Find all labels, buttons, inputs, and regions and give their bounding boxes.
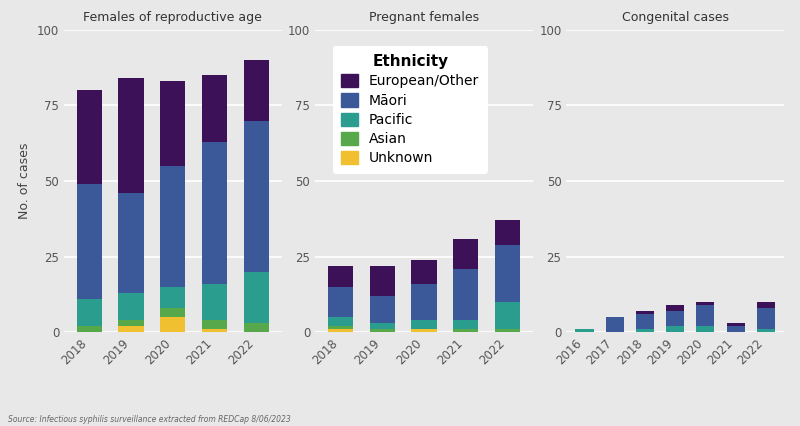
Bar: [160, 308, 186, 317]
Bar: [118, 320, 143, 326]
Bar: [202, 320, 227, 329]
Bar: [666, 326, 684, 332]
Bar: [202, 142, 227, 284]
Bar: [636, 329, 654, 332]
Bar: [244, 121, 269, 272]
Bar: [160, 166, 186, 287]
Bar: [244, 272, 269, 323]
Bar: [370, 266, 394, 296]
Bar: [118, 326, 143, 332]
Bar: [160, 287, 186, 308]
Bar: [696, 305, 714, 326]
Bar: [77, 299, 102, 326]
Bar: [454, 320, 478, 329]
Bar: [757, 302, 775, 308]
Bar: [454, 329, 478, 332]
Bar: [370, 296, 394, 323]
Title: Congenital cases: Congenital cases: [622, 12, 729, 24]
Bar: [328, 326, 353, 329]
Bar: [370, 323, 394, 329]
Bar: [495, 329, 520, 332]
Bar: [77, 90, 102, 184]
Bar: [726, 326, 745, 332]
Bar: [328, 287, 353, 317]
Text: Source: Infectious syphilis surveillance extracted from REDCap 8/06/2023: Source: Infectious syphilis surveillance…: [8, 415, 290, 424]
Bar: [202, 284, 227, 320]
Bar: [666, 305, 684, 311]
Title: Females of reproductive age: Females of reproductive age: [83, 12, 262, 24]
Bar: [757, 329, 775, 332]
Bar: [328, 329, 353, 332]
Legend: European/Other, Māori, Pacific, Asian, Unknown: European/Other, Māori, Pacific, Asian, U…: [333, 46, 488, 174]
Bar: [328, 317, 353, 326]
Bar: [77, 326, 102, 332]
Bar: [202, 329, 227, 332]
Bar: [757, 308, 775, 329]
Bar: [244, 60, 269, 121]
Bar: [411, 320, 437, 329]
Bar: [244, 323, 269, 332]
Title: Pregnant females: Pregnant females: [369, 12, 479, 24]
Bar: [328, 266, 353, 287]
Bar: [636, 314, 654, 329]
Bar: [118, 193, 143, 293]
Bar: [454, 269, 478, 320]
Bar: [118, 78, 143, 193]
Bar: [411, 284, 437, 320]
Bar: [495, 302, 520, 329]
Bar: [696, 326, 714, 332]
Bar: [454, 239, 478, 269]
Bar: [160, 317, 186, 332]
Bar: [370, 329, 394, 332]
Bar: [495, 245, 520, 302]
Bar: [636, 311, 654, 314]
Bar: [202, 75, 227, 142]
Bar: [495, 220, 520, 245]
Bar: [696, 302, 714, 305]
Bar: [160, 81, 186, 166]
Bar: [118, 293, 143, 320]
Bar: [606, 317, 624, 332]
Bar: [666, 311, 684, 326]
Bar: [726, 323, 745, 326]
Bar: [411, 260, 437, 284]
Bar: [77, 184, 102, 299]
Bar: [411, 329, 437, 332]
Y-axis label: No. of cases: No. of cases: [18, 143, 31, 219]
Bar: [575, 329, 594, 332]
